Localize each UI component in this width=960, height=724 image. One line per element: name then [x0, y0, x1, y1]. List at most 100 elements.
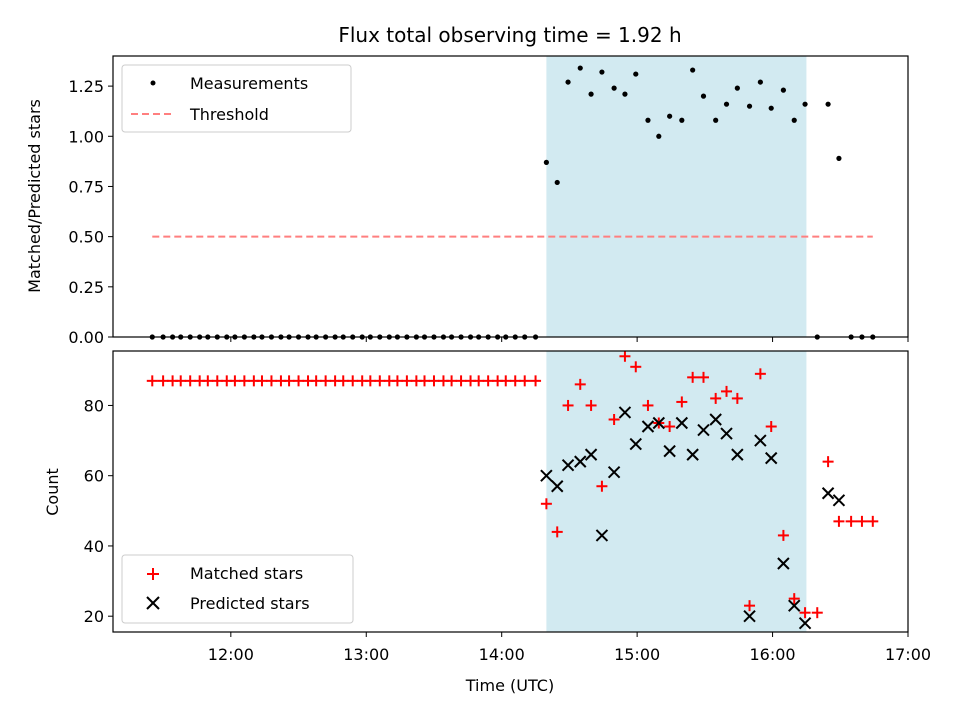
measurement-point	[836, 155, 842, 161]
matched-star-point	[744, 600, 756, 612]
predicted-star-points	[540, 406, 846, 630]
matched-star-point	[574, 378, 586, 390]
matched-star-point	[310, 375, 322, 387]
legend-measurements-label: Measurements	[190, 74, 308, 93]
bottom-y-tick-label: 40	[84, 537, 104, 556]
measurement-point	[825, 101, 831, 107]
matched-star-point	[364, 375, 376, 387]
measurement-point	[656, 133, 662, 139]
predicted-star-point	[618, 406, 632, 419]
matched-star-point	[788, 593, 800, 605]
predicted-star-point	[595, 529, 609, 542]
predicted-star-point	[709, 413, 722, 426]
top-panel: 0.00 0.25 0.50 0.75 1.00 1.25 Matched/Predict…	[25, 55, 909, 347]
matched-star-points	[146, 350, 879, 619]
top-y-tick-label: 1.00	[68, 127, 104, 146]
top-shaded-span	[546, 56, 807, 337]
matched-star-point	[256, 375, 268, 387]
x-tick-label: 15:00	[614, 645, 660, 664]
top-y-tick-label: 0.75	[68, 177, 104, 196]
matched-star-point	[630, 361, 642, 373]
matched-star-point	[202, 375, 214, 387]
matched-star-point	[676, 396, 688, 408]
matched-star-point	[265, 375, 277, 387]
predicted-star-point	[551, 480, 564, 493]
matched-star-point	[664, 421, 676, 433]
legend-threshold-label: Threshold	[189, 105, 269, 124]
matched-star-point	[530, 375, 542, 387]
matched-star-point	[509, 375, 521, 387]
predicted-star-point	[788, 599, 801, 612]
matched-star-point	[856, 515, 868, 527]
predicted-star-point	[832, 494, 846, 507]
measurement-point	[802, 101, 808, 107]
matched-star-point	[765, 421, 777, 433]
matched-star-point	[446, 375, 458, 387]
matched-star-point	[811, 607, 823, 619]
matched-star-point	[845, 515, 857, 527]
predicted-star-point	[731, 448, 744, 461]
measurement-point	[622, 91, 628, 97]
matched-star-point	[229, 375, 241, 387]
top-y-ticks: 0.00 0.25 0.50 0.75 1.00 1.25	[68, 77, 113, 347]
top-y-tick-label: 1.25	[68, 77, 104, 96]
matched-star-point	[710, 392, 722, 404]
measurement-point	[690, 67, 696, 73]
measurement-point	[780, 87, 787, 93]
x-tick-label: 16:00	[750, 645, 796, 664]
x-tick-label: 17:00	[885, 645, 931, 664]
matched-star-point	[500, 375, 512, 387]
predicted-star-point	[675, 416, 689, 430]
predicted-star-point	[777, 557, 790, 570]
predicted-star-point	[821, 487, 835, 500]
predicted-star-point	[641, 420, 655, 433]
matched-star-point	[687, 371, 699, 383]
legend-measurements-marker	[150, 80, 156, 86]
matched-star-point	[184, 375, 196, 387]
predicted-star-point	[663, 444, 676, 458]
matched-star-point	[697, 371, 709, 383]
matched-star-point	[401, 375, 413, 387]
measurement-point	[679, 117, 685, 123]
chart-title: Flux total observing time = 1.92 h	[338, 23, 681, 47]
legend-predicted-marker	[146, 596, 160, 610]
top-legend: Measurements Threshold	[121, 64, 352, 133]
legend-predicted-label: Predicted stars	[190, 594, 310, 613]
predicted-star-point	[754, 434, 767, 447]
top-y-tick-label: 0.50	[68, 228, 104, 247]
measurement-point	[611, 85, 617, 91]
predicted-star-point	[629, 437, 642, 451]
predicted-star-point	[574, 455, 587, 468]
top-plot-frame	[112, 55, 909, 338]
measurement-point	[723, 101, 730, 107]
matched-star-point	[731, 392, 743, 404]
matched-star-point	[374, 375, 386, 387]
predicted-star-point	[686, 448, 699, 461]
bottom-x-ticks: 12:00 13:00 14:00 15:00 16:00 17:00	[208, 632, 931, 664]
matched-star-point	[347, 375, 359, 387]
predicted-star-point	[584, 448, 598, 461]
measurement-point	[577, 65, 583, 71]
matched-star-point	[293, 375, 305, 387]
matched-star-point	[585, 399, 597, 411]
matched-star-point	[867, 515, 879, 527]
matched-star-point	[519, 375, 531, 387]
measurement-point	[734, 85, 740, 91]
matched-star-point	[337, 375, 349, 387]
bottom-legend: Matched stars Predicted stars	[121, 554, 354, 624]
predicted-star-point	[540, 469, 553, 482]
matched-star-point	[428, 375, 440, 387]
bottom-y-tick-label: 80	[84, 396, 104, 415]
matched-star-point	[777, 529, 789, 541]
matched-star-point	[157, 375, 169, 387]
matched-star-point	[642, 399, 654, 411]
bottom-y-ticks: 20 40 60 80	[84, 396, 113, 626]
matched-star-point	[596, 480, 608, 492]
x-axis-label: Time (UTC)	[465, 676, 554, 695]
matched-star-point	[320, 375, 332, 387]
matched-star-point	[283, 375, 295, 387]
measurement-point	[757, 79, 763, 85]
matched-star-point	[608, 413, 620, 425]
